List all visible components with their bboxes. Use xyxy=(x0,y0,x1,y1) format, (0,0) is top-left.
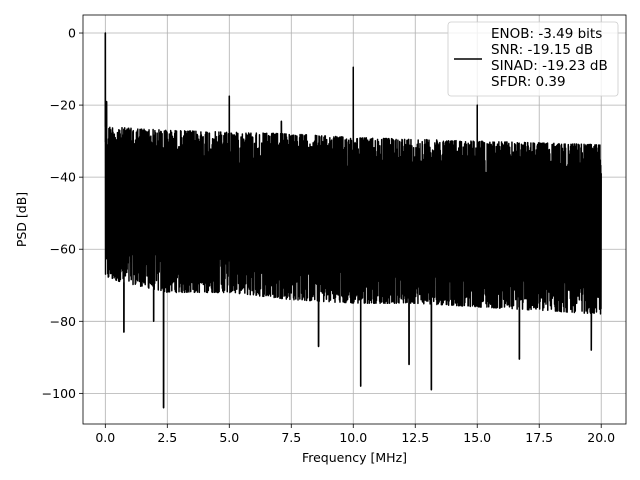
x-tick-label: 10.0 xyxy=(339,430,367,445)
x-tick-label: 17.5 xyxy=(525,430,553,445)
legend-entry-snr: SNR: -19.15 dB xyxy=(491,42,593,58)
legend-entry-enob: ENOB: -3.49 bits xyxy=(491,26,602,42)
x-axis-label: Frequency [MHz] xyxy=(302,450,407,465)
y-tick-label: −20 xyxy=(50,98,76,113)
x-tick-label: 20.0 xyxy=(587,430,615,445)
x-tick-label: 12.5 xyxy=(401,430,429,445)
y-tick-label: −60 xyxy=(50,242,76,257)
x-axis-ticks: 0.0 2.5 5.0 7.5 10.0 12.5 15.0 17.5 20.0 xyxy=(95,424,615,445)
y-axis-ticks: 0 −20 −40 −60 −80 −100 xyxy=(42,26,83,401)
x-tick-label: 7.5 xyxy=(281,430,301,445)
legend: ENOB: -3.49 bits SNR: -19.15 dB SINAD: -… xyxy=(447,21,619,97)
y-tick-label: −100 xyxy=(42,386,76,401)
x-tick-label: 2.5 xyxy=(157,430,177,445)
legend-box xyxy=(447,21,619,97)
psd-trace xyxy=(104,32,602,409)
series-psd xyxy=(104,32,602,409)
y-tick-label: −80 xyxy=(50,314,76,329)
y-axis-label: PSD [dB] xyxy=(14,192,29,247)
x-tick-label: 0.0 xyxy=(95,430,115,445)
x-tick-label: 5.0 xyxy=(219,430,239,445)
y-tick-label: −40 xyxy=(50,170,76,185)
y-tick-label: 0 xyxy=(68,26,76,41)
legend-entry-sinad: SINAD: -19.23 dB xyxy=(491,58,608,74)
x-tick-label: 15.0 xyxy=(463,430,491,445)
plot-area-frame xyxy=(82,14,627,425)
legend-entry-sfdr: SFDR: 0.39 xyxy=(491,74,566,90)
